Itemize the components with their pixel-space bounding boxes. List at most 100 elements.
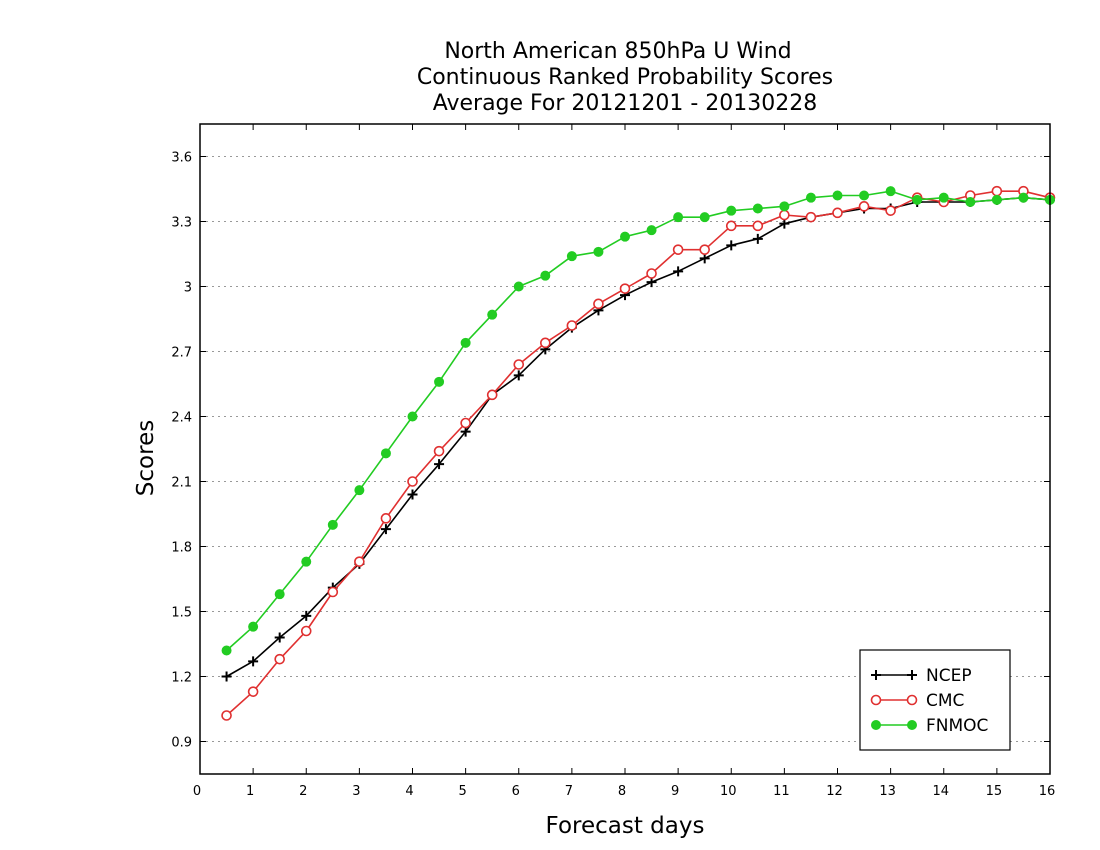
data-point-cmc	[752, 220, 764, 232]
data-point-fnmoc	[407, 411, 418, 422]
y-tick-label: 2.4	[171, 411, 192, 426]
data-point-ncep	[221, 671, 232, 682]
legend: NCEP CMC FNMOC	[859, 649, 1011, 751]
series-line-ncep	[226, 196, 1051, 678]
data-point-cmc	[991, 185, 1003, 197]
x-tick-label: 2	[299, 784, 307, 799]
x-tick-label: 16	[1039, 784, 1056, 799]
legend-marker-fnmoc	[907, 720, 917, 730]
chart-title: North American 850hPa U Wind Continuous …	[417, 39, 833, 116]
data-point-cmc	[540, 337, 551, 349]
legend-label-cmc: CMC	[926, 691, 964, 711]
data-point-fnmoc	[221, 645, 232, 656]
data-point-cmc	[407, 476, 418, 487]
data-point-cmc	[513, 359, 525, 370]
legend-item-fnmoc: FNMOC	[871, 716, 988, 736]
x-tick-label: 5	[458, 784, 466, 799]
data-point-cmc	[858, 201, 870, 212]
data-point-cmc	[699, 244, 710, 255]
data-point-ncep	[434, 459, 445, 470]
series-line-cmc	[226, 190, 1051, 717]
x-tick-label: 10	[720, 784, 737, 799]
data-point-fnmoc	[885, 186, 896, 197]
legend-label-fnmoc: FNMOC	[926, 716, 988, 736]
data-point-ncep	[460, 426, 471, 437]
data-point-ncep	[726, 240, 737, 251]
data-point-fnmoc	[487, 309, 498, 320]
data-point-ncep	[752, 233, 763, 244]
data-point-fnmoc	[673, 212, 684, 223]
legend-marker-ncep	[871, 670, 881, 680]
x-tick-label: 8	[618, 784, 626, 799]
data-point-cmc	[327, 586, 339, 598]
data-point-fnmoc	[646, 225, 657, 236]
data-point-cmc	[300, 625, 312, 637]
data-point-cmc	[486, 389, 498, 401]
data-point-ncep	[274, 632, 285, 643]
x-tick-label: 1	[246, 784, 254, 799]
data-point-ncep	[301, 610, 312, 621]
data-point-fnmoc	[248, 621, 259, 632]
data-point-fnmoc	[805, 192, 816, 203]
y-tick-label: 3.3	[171, 216, 192, 231]
data-point-cmc	[725, 220, 737, 232]
data-point-fnmoc	[354, 485, 365, 496]
y-tick-label: 0.9	[171, 736, 192, 751]
data-point-fnmoc	[1018, 192, 1029, 203]
x-axis-ticks: 0 1 2 3 4 5 6 7 8 9 10 11 12 13 14 15 16	[193, 124, 1055, 799]
y-tick-label: 1.8	[171, 541, 192, 556]
x-tick-label: 14	[932, 784, 949, 799]
y-tick-label: 2.1	[171, 476, 192, 491]
y-tick-label: 1.5	[171, 606, 192, 621]
data-point-fnmoc	[752, 203, 763, 214]
data-point-fnmoc	[726, 205, 737, 216]
y-tick-label: 1.2	[171, 671, 192, 686]
series-line-fnmoc	[226, 190, 1051, 652]
data-point-cmc	[593, 298, 604, 310]
legend-marker-cmc	[870, 694, 882, 706]
series-layer	[221, 185, 1056, 721]
x-tick-label: 0	[193, 784, 201, 799]
data-point-ncep	[673, 266, 684, 277]
data-point-cmc	[805, 211, 817, 223]
chart-title-line-3: Average For 20121201 - 20130228	[433, 91, 818, 116]
data-point-cmc	[247, 686, 259, 697]
data-point-fnmoc	[859, 190, 870, 201]
y-axis-ticks: 0.9 1.2 1.5 1.8 2.1 2.4 2.7 3 3.3 3.6	[171, 151, 1050, 751]
data-point-cmc	[433, 445, 445, 457]
x-tick-label: 11	[773, 784, 790, 799]
data-point-cmc	[274, 653, 285, 665]
x-tick-label: 4	[405, 784, 413, 799]
data-point-fnmoc	[513, 281, 524, 292]
legend-marker-fnmoc	[871, 720, 881, 730]
data-point-cmc	[354, 556, 365, 567]
legend-marker-cmc	[906, 694, 918, 706]
chart-title-line-1: North American 850hPa U Wind	[444, 39, 791, 64]
data-point-ncep	[646, 277, 657, 288]
series-fnmoc	[221, 186, 1055, 656]
data-point-ncep	[513, 370, 524, 381]
data-point-ncep	[407, 489, 418, 500]
y-tick-label: 3	[184, 281, 192, 296]
data-point-fnmoc	[540, 270, 551, 281]
chart-title-line-2: Continuous Ranked Probability Scores	[417, 65, 833, 90]
data-point-fnmoc	[460, 337, 471, 348]
data-point-fnmoc	[301, 556, 312, 567]
x-axis-label: Forecast days	[546, 813, 705, 839]
data-point-fnmoc	[991, 194, 1002, 205]
data-point-cmc	[672, 244, 684, 255]
data-point-ncep	[248, 656, 259, 667]
legend-item-ncep: NCEP	[871, 666, 972, 686]
data-point-cmc	[885, 205, 896, 216]
data-point-fnmoc	[965, 197, 976, 207]
data-point-fnmoc	[832, 190, 843, 201]
x-tick-label: 6	[512, 784, 520, 799]
data-point-ncep	[699, 253, 710, 264]
y-tick-label: 2.7	[171, 346, 192, 361]
data-point-fnmoc	[620, 231, 630, 242]
data-point-fnmoc	[380, 448, 391, 459]
y-tick-label: 3.6	[171, 151, 192, 166]
x-tick-label: 13	[879, 784, 896, 799]
x-tick-label: 3	[352, 784, 360, 799]
